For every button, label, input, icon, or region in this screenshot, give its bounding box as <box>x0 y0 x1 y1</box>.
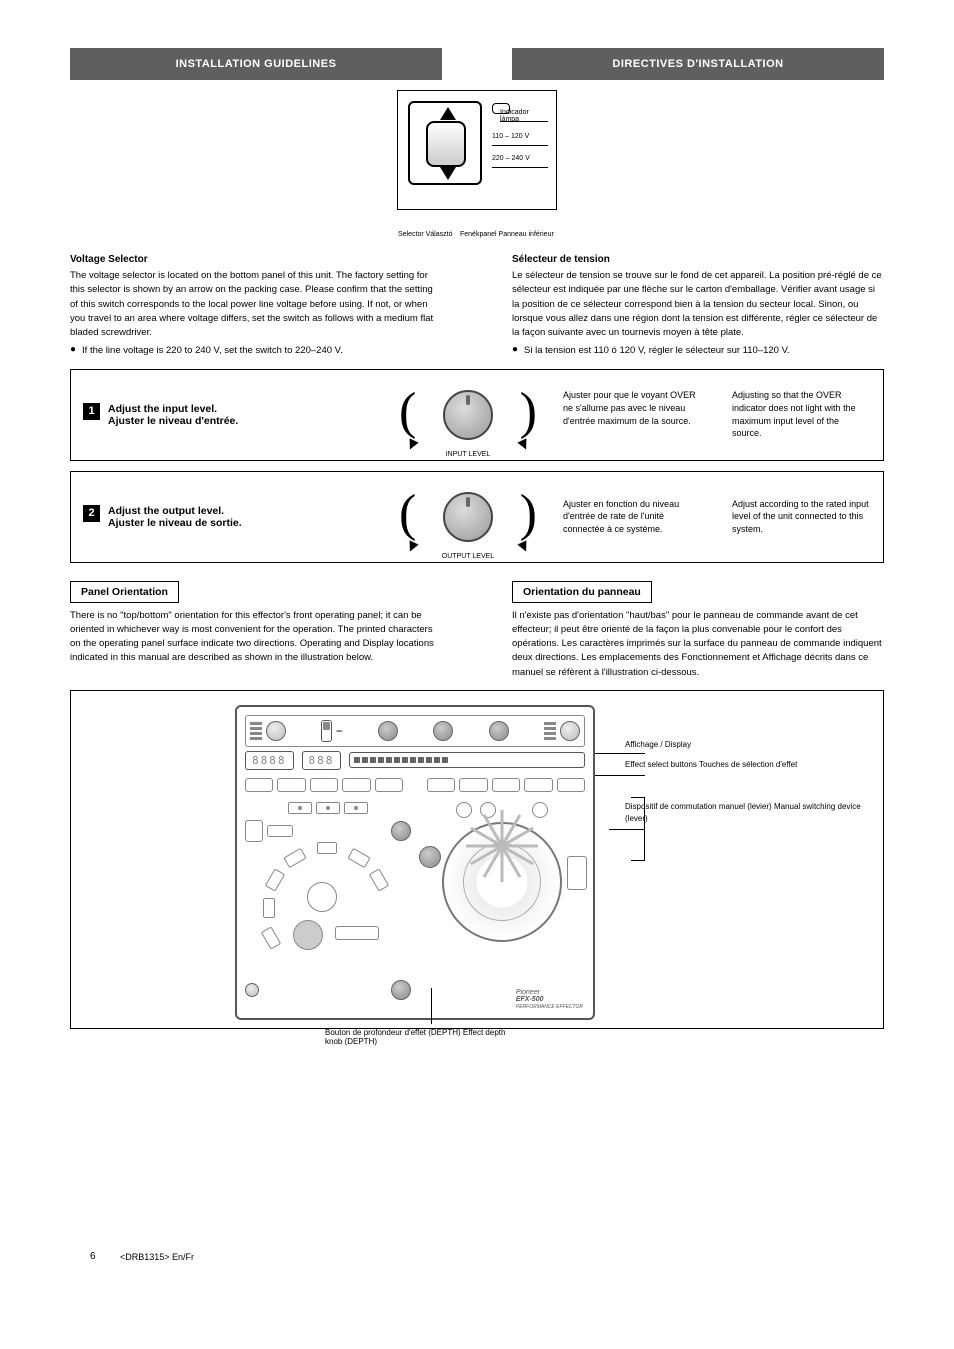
effect-button-icon <box>427 778 455 792</box>
switch-icon <box>316 802 340 814</box>
voltage-selector-figure: Indicador lámpa 110 – 120 V 220 – 240 V … <box>397 90 557 210</box>
mini-caption-right: Fenékpanel Panneau inférieur <box>460 231 570 239</box>
round-button-icon <box>456 802 472 818</box>
display-7seg-left: 8888 <box>245 751 294 770</box>
panel-knob-icon <box>391 980 411 1000</box>
step-2-title-fr: Ajuster le niveau de sortie. <box>108 517 242 529</box>
input-knob-label: INPUT LEVEL <box>408 451 528 458</box>
panel-figure-box: ▬ 8888 888 <box>70 690 884 1029</box>
effect-button-icon <box>524 778 552 792</box>
voltage-heading-fr: Sélecteur de tension <box>512 254 884 265</box>
arc-switch-icon <box>283 848 306 868</box>
voltage-bullet-fr: Si la tension est 110 ó 120 V, régler le… <box>524 344 790 358</box>
step-1-box: 1 Adjust the input level. Ajuster le niv… <box>70 369 884 461</box>
callout-depth: Bouton de profondeur d'effet (DEPTH) Eff… <box>325 1028 525 1046</box>
arc-switch-icon <box>265 868 285 891</box>
mini-caption-left: Selector Választó <box>398 231 454 239</box>
step-1-desc-en: Adjusting so that the OVER indicator doe… <box>732 389 871 439</box>
small-display-icon <box>245 820 263 842</box>
arc-switch-icon <box>263 898 275 918</box>
step-2-box: 2 Adjust the output level. Ajuster le ni… <box>70 471 884 563</box>
step-2-desc-fr: Ajuster en fonction du niveau d'entrée d… <box>563 498 702 536</box>
round-button-icon <box>532 802 548 818</box>
step-2-number: 2 <box>83 505 100 522</box>
display-bar <box>349 752 585 768</box>
input-level-knob-figure: ( ) INPUT LEVEL <box>403 378 533 452</box>
depth-knob-icon <box>419 846 441 868</box>
touch-lever-icon <box>567 856 587 890</box>
panel-knob-icon <box>560 721 580 741</box>
panel-knob-icon <box>378 721 398 741</box>
header-left: INSTALLATION GUIDELINES <box>70 48 442 80</box>
page-number: 6 <box>90 1251 96 1262</box>
step-1-number: 1 <box>83 403 100 420</box>
output-level-knob-figure: ( ) OUTPUT LEVEL <box>403 480 533 554</box>
panel-button-icon <box>277 778 305 792</box>
panel-orientation-body-en: There is no "top/bottom" orientation for… <box>70 609 442 666</box>
callout-display: Affichage / Display <box>625 739 869 751</box>
small-knob-icon <box>245 983 259 997</box>
voltage-heading-en: Voltage Selector <box>70 254 442 265</box>
panel-button-icon <box>342 778 370 792</box>
mini-pos-top: 110 – 120 V <box>492 133 548 140</box>
voltage-body-en: The voltage selector is located on the b… <box>70 269 442 340</box>
voltage-body-fr: Le sélecteur de tension se trouve sur le… <box>512 269 884 340</box>
effect-button-icon <box>459 778 487 792</box>
header-right: DIRECTIVES D'INSTALLATION <box>512 48 884 80</box>
panel-button-icon <box>245 778 273 792</box>
arc-switch-icon <box>369 868 389 891</box>
arc-switch-icon <box>347 848 370 868</box>
effect-button-icon <box>557 778 585 792</box>
brand-label: PioneerEFX-500PERFORMANCE EFFECTOR <box>516 989 583 1010</box>
arc-switch-icon <box>317 842 337 854</box>
switch-icon <box>344 802 368 814</box>
bullet-dot: ● <box>512 344 518 358</box>
panel-knob-icon <box>433 721 453 741</box>
panel-orientation-body-fr: Il n'existe pas d'orientation "haut/bas"… <box>512 609 884 680</box>
callout-effect-buttons: Effect select buttons Touches de sélecti… <box>625 759 869 771</box>
step-1-title-fr: Ajuster le niveau d'entrée. <box>108 415 238 427</box>
small-button-icon <box>267 825 293 837</box>
footer-reference: <DRB1315> En/Fr <box>120 1252 194 1262</box>
bullet-dot: ● <box>70 344 76 358</box>
level-display-icon <box>335 926 379 940</box>
effect-button-icon <box>492 778 520 792</box>
panel-button-icon <box>310 778 338 792</box>
output-knob-label: OUTPUT LEVEL <box>408 553 528 560</box>
switch-icon <box>288 802 312 814</box>
step-2-title-en: Adjust the output level. <box>108 505 242 517</box>
panel-knob-icon <box>391 821 411 841</box>
step-1-desc-fr: Ajuster pour que le voyant OVER ne s'all… <box>563 389 702 439</box>
panel-orientation-heading-en: Panel Orientation <box>70 581 179 603</box>
panel-knob-icon <box>266 721 286 741</box>
voltage-bullet-en: If the line voltage is 220 to 240 V, set… <box>82 344 343 358</box>
callout-lever: Dispositif de commutation manuel (levier… <box>625 801 869 825</box>
panel-orientation-heading-fr: Orientation du panneau <box>512 581 652 603</box>
effector-panel: ▬ 8888 888 <box>235 705 595 1020</box>
panel-knob-icon <box>489 721 509 741</box>
display-7seg-mid: 888 <box>302 751 342 770</box>
toggle-icon <box>321 720 332 742</box>
step-2-desc-en: Adjust according to the rated input leve… <box>732 498 871 536</box>
step-1-title-en: Adjust the input level. <box>108 403 238 415</box>
circle-button-icon <box>293 920 323 950</box>
circle-button-icon <box>307 882 337 912</box>
mini-pos-bottom: 220 – 240 V <box>492 155 548 162</box>
jog-dial-icon <box>442 822 562 942</box>
arc-switch-icon <box>261 926 281 949</box>
panel-button-icon <box>375 778 403 792</box>
